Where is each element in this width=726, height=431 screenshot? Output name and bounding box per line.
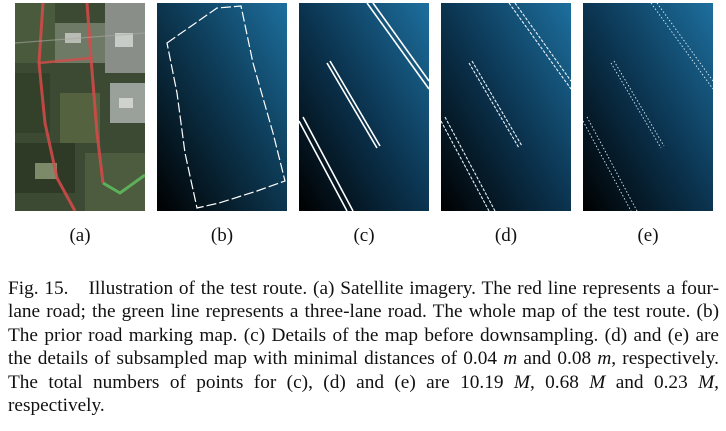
caption-unit: m: [503, 348, 518, 370]
map-detail-subsampled-image: [583, 3, 713, 211]
caption-text: Illustration of the test route. (a) Sate…: [8, 278, 719, 370]
caption-unit: M: [589, 371, 606, 393]
caption-text: , respectively. The total numbers of poi…: [8, 348, 720, 393]
road-marking-map-image: [157, 3, 287, 211]
caption-text: , 0.68: [529, 371, 590, 393]
figure-number: Fig. 15.: [8, 278, 69, 299]
panel-c-label: (c): [353, 225, 375, 246]
panel-e-map-detail-subsampled: [583, 3, 713, 211]
panel-a-label: (a): [69, 225, 91, 246]
caption-text: , respectively.: [8, 371, 719, 417]
panel-d-label: (d): [494, 225, 518, 246]
panel-b-label: (b): [210, 225, 234, 246]
panel-e-label: (e): [637, 225, 659, 246]
caption-text: and 0.08: [517, 348, 598, 370]
caption-unit: M: [698, 371, 715, 393]
caption-unit: m: [597, 348, 612, 370]
caption-text: and 0.23: [605, 371, 699, 393]
panel-c-map-detail: [299, 3, 429, 211]
panel-a-satellite-image: [15, 3, 145, 211]
map-detail-image: [299, 3, 429, 211]
satellite-image: [15, 3, 145, 211]
map-detail-subsampled-image: [441, 3, 571, 211]
caption-unit: M: [513, 371, 530, 393]
panel-b-road-marking-map: [157, 3, 287, 211]
panel-d-map-detail-subsampled: [441, 3, 571, 211]
figure-caption: Fig. 15. Illustration of the test route. …: [8, 277, 719, 417]
